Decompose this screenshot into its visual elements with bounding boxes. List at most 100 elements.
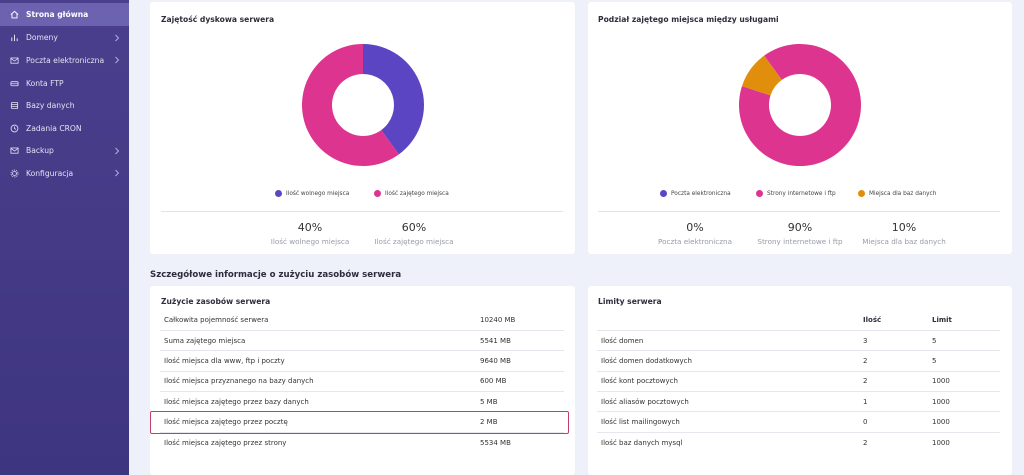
- table-row: Ilość miejsca dla www, ftp i poczty 9640 …: [160, 350, 564, 372]
- row-count: 2: [859, 371, 928, 393]
- donut-slice: [301, 44, 399, 167]
- table-row: Ilość list mailingowych 0 1000: [597, 411, 1000, 433]
- legend-swatch: [858, 190, 865, 197]
- gear-icon: [10, 169, 19, 178]
- row-value: 10240 MB: [476, 310, 564, 331]
- sidebar-item-label: Bazy danych: [26, 101, 75, 111]
- row-name: Całkowita pojemność serwera: [160, 310, 476, 331]
- row-name: Ilość miejsca zajętego przez bazy danych: [160, 391, 476, 413]
- row-value: 5534 MB: [480, 438, 511, 447]
- stat-label: Strony internetowe i ftp: [757, 237, 843, 246]
- row-limit: 5: [928, 330, 1000, 352]
- sidebar-item-label: Konfiguracja: [26, 168, 74, 178]
- table-row: Ilość domen dodatkowych 2 5: [597, 350, 1000, 372]
- legend-label: Poczta elektroniczna: [671, 190, 731, 197]
- sidebar-item-config[interactable]: Konfiguracja: [0, 162, 129, 185]
- stat-free: 40% Ilość wolnego miejsca: [250, 221, 370, 246]
- row-name: Ilość domen: [597, 330, 859, 352]
- row-value: 9640 MB: [476, 350, 564, 372]
- legend-swatch: [660, 190, 667, 197]
- table-row: Ilość miejsca zajętego przez strony 5534 …: [160, 432, 564, 452]
- database-icon: [10, 101, 19, 110]
- sidebar-item-label: Poczta elektroniczna: [26, 55, 105, 65]
- table-row: Ilość miejsca zajętego przez pocztę 2 MB: [160, 411, 564, 433]
- clock-icon: [10, 124, 19, 133]
- table-row: Całkowita pojemność serwera 10240 MB: [160, 310, 564, 331]
- server-limits-table: Ilość Limit Ilość domen 3 5 Ilość domen dod…: [597, 310, 1000, 453]
- sidebar-item-label: Zadania CRON: [26, 123, 82, 133]
- row-value: 5 MB: [476, 391, 564, 413]
- row-limit: 1000: [932, 438, 950, 447]
- services-donut-chart: [739, 44, 861, 166]
- legend-item: Miejsca dla baz danych: [858, 190, 936, 197]
- donut-slice: [741, 55, 782, 96]
- sidebar-item-label: Strona główna: [26, 9, 89, 19]
- chevron-right-icon: [114, 169, 120, 177]
- stat-value: 90%: [787, 221, 813, 234]
- sidebar-item-databases[interactable]: Bazy danych: [0, 94, 129, 117]
- home-icon: [10, 10, 19, 19]
- column-header: [597, 310, 859, 331]
- table-row: Suma zajętego miejsca 5541 MB: [160, 330, 564, 352]
- row-name: Ilość domen dodatkowych: [597, 350, 859, 372]
- row-count: 2: [863, 438, 868, 447]
- card-title: Zajętość dyskowa serwera: [161, 15, 275, 24]
- row-count: 3: [859, 330, 928, 352]
- table-row: Ilość domen 3 5: [597, 330, 1000, 352]
- column-header: Limit: [928, 310, 1000, 331]
- sidebar-item-home[interactable]: Strona główna: [0, 3, 129, 26]
- table-row: Ilość miejsca przyznanego na bazy danych…: [160, 371, 564, 393]
- legend-swatch: [374, 190, 381, 197]
- stat-label: Poczta elektroniczna: [658, 237, 732, 246]
- sidebar-item-label: Domeny: [26, 33, 58, 43]
- sidebar-item-ftp[interactable]: Konta FTP: [0, 72, 129, 95]
- row-count: 1: [859, 391, 928, 413]
- row-name: Ilość miejsca zajętego przez pocztę: [160, 411, 476, 433]
- divider: [598, 211, 1000, 212]
- stat-label: Ilość wolnego miejsca: [270, 237, 350, 246]
- row-value: 2 MB: [476, 411, 564, 433]
- chevron-right-icon: [114, 56, 120, 64]
- row-name: Ilość list mailingowych: [597, 411, 859, 433]
- sidebar-item-cron[interactable]: Zadania CRON: [0, 117, 129, 140]
- column-header: Ilość: [859, 310, 928, 331]
- card-title: Zużycie zasobów serwera: [161, 297, 271, 306]
- stat-email: 0% Poczta elektroniczna: [635, 221, 755, 246]
- stat-label: Miejsca dla baz danych: [862, 237, 946, 246]
- stat-value: 60%: [401, 221, 427, 234]
- chevron-right-icon: [114, 34, 120, 42]
- divider: [161, 211, 563, 212]
- row-value: 600 MB: [476, 371, 564, 393]
- sidebar-item-backup[interactable]: Backup: [0, 140, 129, 163]
- legend-item: Ilość wolnego miejsca: [275, 190, 349, 197]
- legend-label: Miejsca dla baz danych: [869, 190, 937, 197]
- row-limit: 1000: [928, 411, 1000, 433]
- stat-value: 0%: [686, 221, 704, 234]
- details-heading: Szczegółowe informacje o zużyciu zasobów…: [150, 270, 402, 280]
- row-name: Ilość kont pocztowych: [597, 371, 859, 393]
- disk-donut-chart: [301, 44, 424, 167]
- legend-label: Strony internetowe i ftp: [767, 190, 836, 197]
- row-limit: 1000: [928, 391, 1000, 413]
- legend-swatch: [756, 190, 763, 197]
- row-value: 5541 MB: [476, 330, 564, 352]
- sidebar-item-label: Backup: [26, 146, 54, 156]
- stat-www: 90% Strony internetowe i ftp: [740, 221, 860, 246]
- row-limit: 5: [928, 350, 1000, 372]
- services-usage-card: Podział zajętego miejsca między usługami…: [588, 2, 1012, 254]
- row-name: Ilość miejsca dla www, ftp i poczty: [160, 350, 476, 372]
- sidebar-item-domains[interactable]: Domeny: [0, 27, 129, 50]
- stat-used: 60% Ilość zajętego miejsca: [354, 221, 474, 246]
- legend-item: Ilość zajętego miejsca: [374, 190, 449, 197]
- sidebar-item-email[interactable]: Poczta elektroniczna: [0, 49, 129, 72]
- chevron-right-icon: [114, 147, 120, 155]
- row-limit: 1000: [928, 371, 1000, 393]
- card-title: Podział zajętego miejsca między usługami: [598, 15, 779, 24]
- resource-usage-table: Całkowita pojemność serwera 10240 MB Suma …: [160, 310, 564, 453]
- legend-label: Ilość wolnego miejsca: [286, 190, 350, 197]
- row-name: Ilość baz danych mysql: [601, 438, 683, 447]
- sidebar-item-label: Konta FTP: [26, 78, 64, 88]
- table-row: Ilość miejsca zajętego przez bazy danych…: [160, 391, 564, 413]
- row-count: 2: [859, 350, 928, 372]
- donut-slice: [739, 44, 861, 166]
